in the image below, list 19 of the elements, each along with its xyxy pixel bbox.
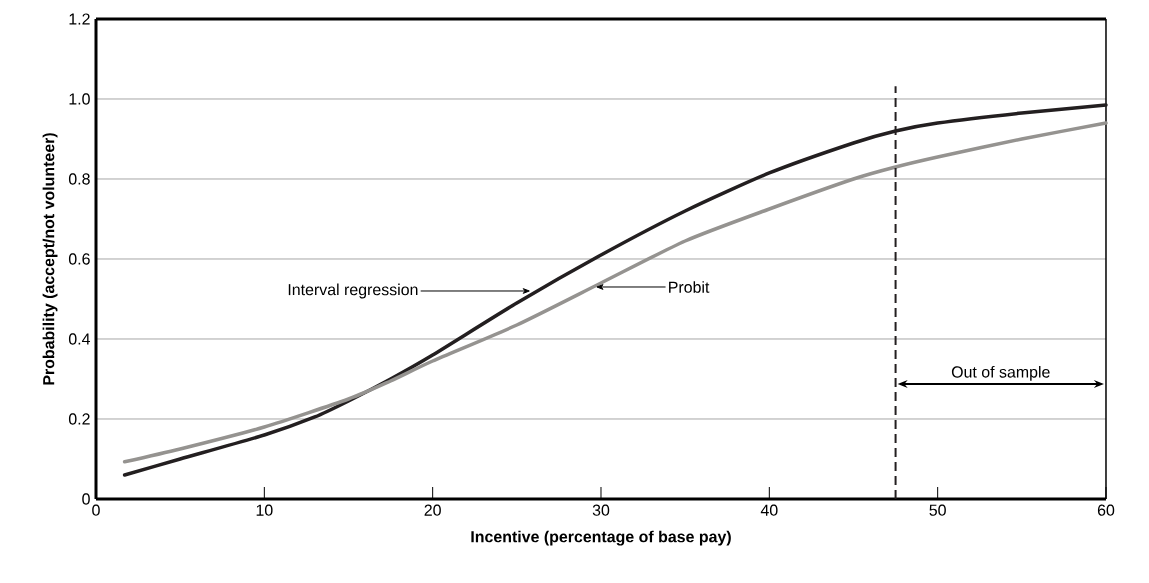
y-tick-label: 0.4 xyxy=(68,333,91,345)
annotation: Interval regression xyxy=(288,283,418,299)
y-tick-label: 1.0 xyxy=(69,93,90,105)
x-tick-label: 0 xyxy=(92,504,100,516)
x-tick-label: 30 xyxy=(592,504,610,516)
y-tick-label: 0.6 xyxy=(68,253,90,265)
x-axis-title: Incentive (percentage of base pay) xyxy=(471,530,731,546)
annotation: Probit xyxy=(669,281,710,293)
x-tick-label: 60 xyxy=(1097,504,1115,516)
y-tick-label: 1.2 xyxy=(69,13,90,25)
y-axis-title: Probability (accept/not volunteer) xyxy=(42,133,58,385)
y-tick-label: 0.8 xyxy=(68,173,90,185)
annotation: Out of sample xyxy=(951,365,1050,381)
y-tick-label: 0 xyxy=(82,493,90,505)
x-tick-label: 10 xyxy=(256,504,273,516)
y-tick-label: 0.2 xyxy=(68,413,90,425)
x-tick-label: 50 xyxy=(929,504,946,516)
x-tick-label: 40 xyxy=(760,504,778,516)
x-tick-label: 20 xyxy=(424,504,441,516)
